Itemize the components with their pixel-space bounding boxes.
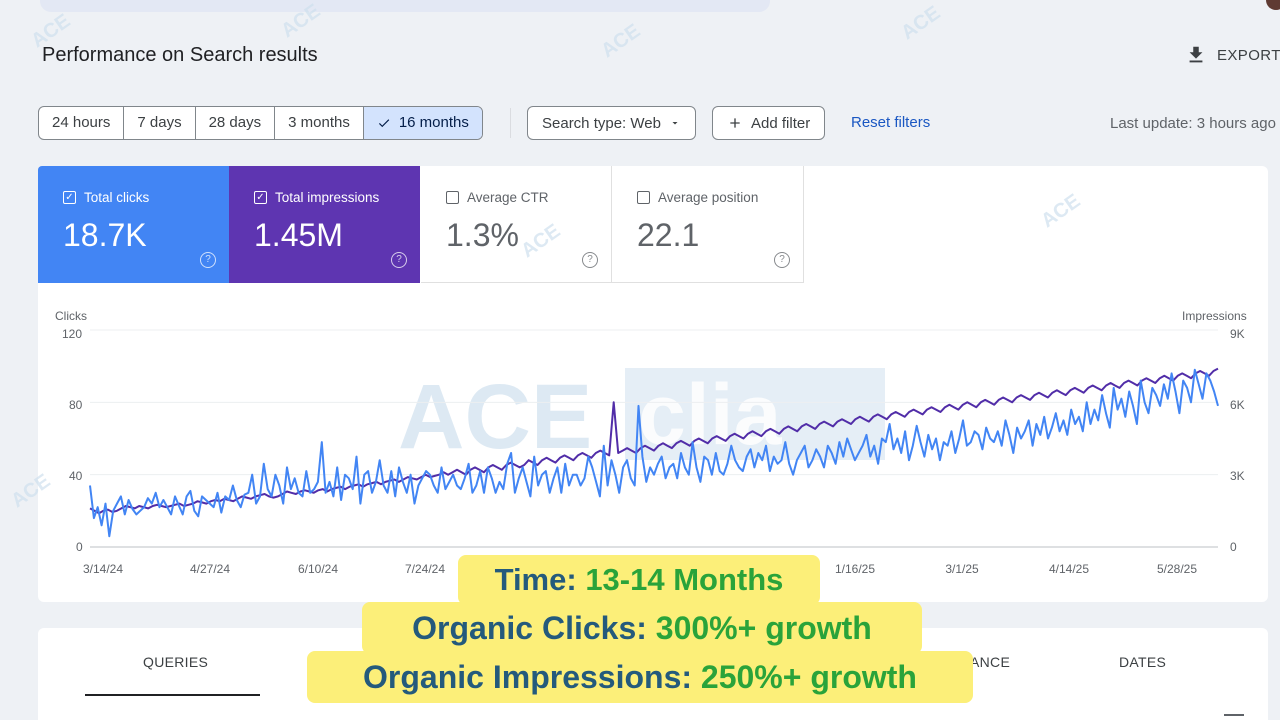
y-axis-right-title: Impressions <box>1182 309 1247 323</box>
overlay-label: Time: <box>494 562 577 597</box>
metric-value: 1.3% <box>446 217 519 253</box>
y-right-tick: 9K <box>1230 327 1245 341</box>
performance-chart <box>89 329 1219 548</box>
y-left-tick: 120 <box>62 327 83 341</box>
help-icon[interactable]: ? <box>582 252 598 268</box>
date-range-selector: 24 hours 7 days 28 days 3 months 16 mont… <box>38 106 483 140</box>
page-title: Performance on Search results <box>42 44 318 66</box>
y-left-tick: 0 <box>76 540 83 554</box>
metric-value: 22.1 <box>637 217 700 253</box>
checkbox-checked-icon[interactable]: ✓ <box>254 191 267 204</box>
top-strip <box>0 0 1280 14</box>
add-filter-button[interactable]: Add filter <box>712 106 826 140</box>
overlay-impressions: Organic Impressions: 250%+ growth <box>307 651 973 703</box>
x-tick-label: 6/10/24 <box>297 562 339 576</box>
metric-label: Total clicks <box>84 190 150 205</box>
y-right-tick: 6K <box>1230 398 1245 412</box>
performance-card: ✓ Total clicks 18.7K ? ✓ Total impressions… <box>38 166 1268 602</box>
search-type-label: Search type: Web <box>542 114 661 132</box>
metric-label: Average CTR <box>467 190 549 205</box>
checkbox-unchecked-icon[interactable] <box>446 191 459 204</box>
metric-label: Average position <box>658 190 759 205</box>
filter-rows-icon[interactable] <box>1224 714 1244 716</box>
x-tick-label: 4/27/24 <box>189 562 231 576</box>
checkbox-unchecked-icon[interactable] <box>637 191 650 204</box>
metric-average-ctr[interactable]: Average CTR 1.3% ? <box>421 166 612 283</box>
help-icon[interactable]: ? <box>200 252 216 268</box>
y-right-tick: 0 <box>1230 540 1237 554</box>
range-16-months[interactable]: 16 months <box>363 107 482 139</box>
overlay-value: 300%+ growth <box>655 610 872 646</box>
search-type-dropdown[interactable]: Search type: Web <box>527 106 696 140</box>
series-line-impressions <box>89 367 1219 515</box>
last-update-text: Last update: 3 hours ago <box>1110 115 1276 132</box>
overlay-label: Organic Clicks: <box>412 610 647 646</box>
active-tab-indicator <box>85 694 260 696</box>
y-left-tick: 40 <box>69 469 83 483</box>
download-icon <box>1189 46 1203 63</box>
x-tick-label: 5/28/25 <box>1156 562 1198 576</box>
caret-down-icon <box>672 122 678 125</box>
export-label: EXPORT <box>1217 46 1280 64</box>
range-label: 28 days <box>208 114 262 131</box>
range-label: 3 months <box>288 114 350 131</box>
x-tick-label: 3/14/24 <box>82 562 124 576</box>
tab-queries[interactable]: QUERIES <box>143 654 209 670</box>
overlay-value: 250%+ growth <box>700 659 917 695</box>
range-28-days[interactable]: 28 days <box>196 107 276 139</box>
check-icon <box>378 119 390 128</box>
range-label: 7 days <box>137 114 182 131</box>
metric-value: 1.45M <box>254 217 343 253</box>
series-line-clicks <box>89 368 1219 538</box>
search-bar-edge[interactable] <box>40 0 770 12</box>
overlay-time: Time: 13-14 Months <box>458 555 820 605</box>
y-left-tick: 80 <box>69 398 83 412</box>
overlay-label: Organic Impressions: <box>363 659 693 695</box>
checkbox-checked-icon[interactable]: ✓ <box>63 191 76 204</box>
tab-dates[interactable]: DATES <box>1119 654 1167 670</box>
help-icon[interactable]: ? <box>391 252 407 268</box>
x-tick-label: 1/16/25 <box>834 562 876 576</box>
range-3-months[interactable]: 3 months <box>275 107 364 139</box>
metric-total-clicks[interactable]: ✓ Total clicks 18.7K ? <box>38 166 229 283</box>
y-axis-left-title: Clicks <box>55 309 87 323</box>
plus-icon <box>730 118 740 128</box>
add-filter-label: Add filter <box>751 114 811 132</box>
x-tick-label: 3/1/25 <box>945 562 979 576</box>
range-24-hours[interactable]: 24 hours <box>39 107 125 139</box>
overlay-value: 13-14 Months <box>585 562 784 597</box>
range-label: 24 hours <box>52 114 111 131</box>
x-tick-label: 4/14/25 <box>1048 562 1090 576</box>
reset-filters-link[interactable]: Reset filters <box>851 114 931 131</box>
overlay-clicks: Organic Clicks: 300%+ growth <box>362 602 922 654</box>
help-icon[interactable]: ? <box>774 252 790 268</box>
metric-label: Total impressions <box>275 190 380 205</box>
range-7-days[interactable]: 7 days <box>124 107 196 139</box>
avatar[interactable] <box>1266 0 1280 10</box>
watermark-mark: ACE <box>597 19 645 63</box>
export-button[interactable]: EXPORT <box>1185 44 1280 66</box>
tab-search-appearance[interactable]: ANCE <box>970 654 1011 670</box>
metric-average-position[interactable]: Average position 22.1 ? <box>612 166 804 283</box>
x-tick-label: 7/24/24 <box>404 562 446 576</box>
range-label: 16 months <box>398 114 469 131</box>
divider <box>510 108 511 138</box>
y-right-tick: 3K <box>1230 469 1245 483</box>
metric-total-impressions[interactable]: ✓ Total impressions 1.45M ? <box>229 166 420 283</box>
metric-value: 18.7K <box>63 217 147 253</box>
